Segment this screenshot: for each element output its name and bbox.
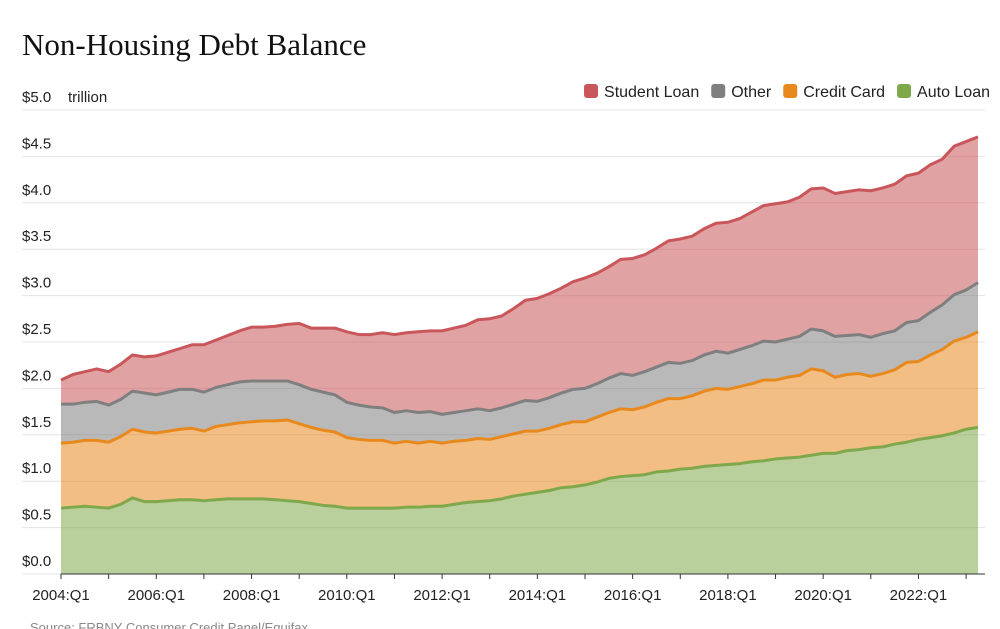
x-tick-label: 2004:Q1 [32, 587, 90, 604]
legend-swatch [783, 84, 798, 98]
area-line [60, 135, 979, 382]
y-tick-label: $3.5 [22, 228, 51, 245]
area [61, 136, 978, 415]
y-tick-label: $1.5 [22, 414, 51, 431]
y-tick-label: $4.0 [22, 182, 51, 199]
legend-swatch [584, 84, 599, 98]
y-tick-label: $2.0 [22, 367, 51, 384]
y-tick-label: $0.5 [22, 507, 51, 524]
area [61, 427, 978, 574]
area [61, 282, 978, 444]
source: Source: FRBNY Consumer Credit Panel/Equi… [30, 620, 308, 629]
y-tick-label: $1.0 [22, 460, 51, 477]
area-line [61, 281, 979, 416]
legend-swatch [711, 84, 726, 98]
x-tick-label: 2016:Q1 [604, 587, 662, 604]
x-tick-label: 2010:Q1 [318, 587, 376, 604]
x-tick-label: 2018:Q1 [699, 587, 757, 604]
y-tick-label: $2.5 [22, 321, 51, 338]
x-tick-label: 2008:Q1 [223, 587, 281, 604]
x-tick-label: 2020:Q1 [794, 587, 852, 604]
legend-swatch [897, 84, 912, 98]
y-tick-label: $0.0 [22, 553, 51, 570]
area-line [60, 425, 979, 510]
x-tick-label: 2006:Q1 [127, 587, 185, 604]
area-line [60, 330, 979, 445]
legend-label: Other [731, 84, 772, 101]
y-unit: trillion [68, 89, 107, 106]
x-tick-label: 2012:Q1 [413, 587, 471, 604]
x-tick-label: 2022:Q1 [890, 587, 948, 604]
legend-label: Student Loan [604, 84, 699, 101]
y-tick-label: $3.0 [22, 275, 51, 292]
chart-title: Non-Housing Debt Balance [22, 27, 366, 62]
area [61, 331, 978, 509]
y-tick-label: $5.0 [22, 89, 51, 106]
legend-label: Credit Card [803, 84, 885, 101]
y-tick-label: $4.5 [22, 135, 51, 152]
legend-label: Auto Loan [917, 84, 990, 101]
x-tick-label: 2014:Q1 [509, 587, 567, 604]
